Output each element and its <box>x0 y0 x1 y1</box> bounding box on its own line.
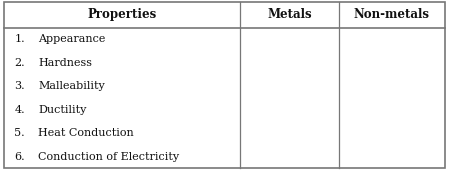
Text: Malleability: Malleability <box>38 81 105 91</box>
Text: 1.: 1. <box>14 34 25 44</box>
Text: 4.: 4. <box>14 105 25 115</box>
Text: 2.: 2. <box>14 58 25 68</box>
Text: 6.: 6. <box>14 152 25 162</box>
Text: Properties: Properties <box>88 8 157 21</box>
Text: Hardness: Hardness <box>38 58 92 68</box>
Text: Appearance: Appearance <box>38 34 106 44</box>
Text: Non-metals: Non-metals <box>354 8 430 21</box>
Text: Heat Conduction: Heat Conduction <box>38 128 134 138</box>
Text: 5.: 5. <box>14 128 25 138</box>
Text: Conduction of Electricity: Conduction of Electricity <box>38 152 179 162</box>
Text: Ductility: Ductility <box>38 105 87 115</box>
Text: 3.: 3. <box>14 81 25 91</box>
Text: Metals: Metals <box>267 8 312 21</box>
